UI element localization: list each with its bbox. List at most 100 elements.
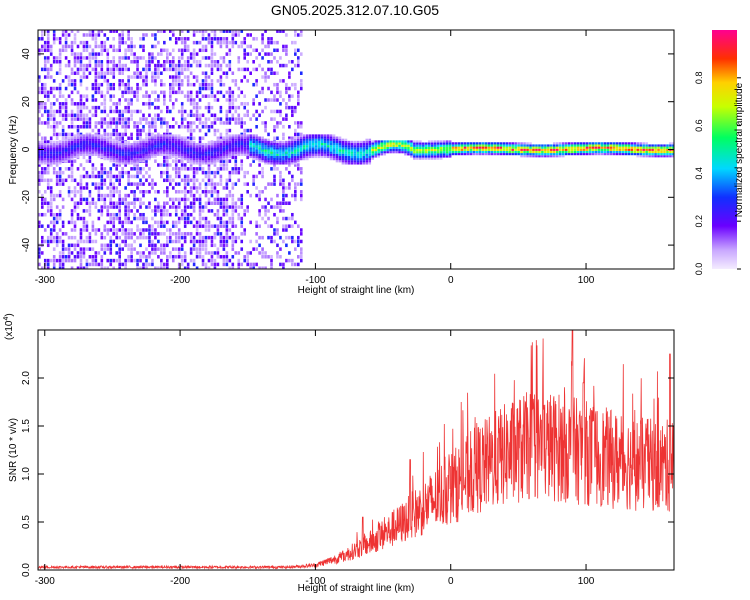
heatmap-cell [100, 109, 104, 114]
heatmap-cell [243, 140, 247, 144]
heatmap-cell [97, 105, 101, 110]
heatmap-cell [79, 258, 83, 263]
heatmap-cell [112, 174, 116, 179]
heatmap-cell [58, 170, 62, 175]
heatmap-cell [219, 224, 223, 228]
heatmap-cell [163, 159, 166, 163]
heatmap-cell [154, 79, 157, 83]
heatmap-cell [38, 75, 41, 79]
heatmap-cell [91, 153, 95, 156]
heatmap-cell [276, 232, 279, 236]
heatmap-cell [58, 153, 62, 156]
heatmap-cell [73, 138, 77, 141]
heatmap-cell [43, 190, 47, 194]
heatmap-cell [231, 117, 235, 121]
heatmap-cell [118, 82, 121, 87]
heatmap-cell [151, 140, 154, 144]
figure-title: GN05.2025.312.07.10.G05 [271, 2, 439, 18]
heatmap-cell [299, 125, 303, 129]
heatmap-cell [231, 232, 235, 236]
heatmap-cell [136, 90, 139, 95]
heatmap-cell [252, 158, 255, 161]
heatmap-cell [493, 150, 497, 154]
heatmap-cell [82, 239, 86, 244]
heatmap-cell [297, 239, 300, 244]
heatmap-cell [279, 121, 282, 125]
heatmap-cell [55, 151, 59, 154]
heatmap-cell [392, 144, 395, 147]
heatmap-cell [294, 138, 297, 141]
heatmap-cell [642, 153, 645, 156]
heatmap-cell [475, 148, 479, 151]
heatmap-cell [294, 145, 297, 148]
heatmap-cell [273, 48, 276, 53]
heatmap-cell [46, 113, 50, 118]
heatmap-cell [40, 102, 44, 106]
heatmap-cell [285, 201, 288, 205]
heatmap-cell [413, 157, 416, 160]
heatmap-cell [121, 147, 124, 150]
heatmap-cell [460, 144, 464, 147]
heatmap-cell [582, 142, 586, 145]
heatmap-cell [174, 224, 178, 228]
heatmap-cell [243, 128, 247, 133]
heatmap-cell [145, 145, 148, 148]
heatmap-cell [151, 182, 154, 186]
heatmap-cell [52, 33, 56, 37]
heatmap-cell [183, 75, 187, 79]
heatmap-cell [100, 209, 104, 213]
heatmap-cell [180, 145, 184, 148]
heatmap-cell [192, 140, 196, 144]
heatmap-cell [148, 121, 151, 125]
heatmap-cell [267, 67, 270, 72]
heatmap-cell [558, 150, 562, 154]
heatmap-cell [198, 220, 202, 225]
heatmap-cell [192, 155, 196, 159]
heatmap-cell [234, 82, 238, 87]
heatmap-cell [556, 146, 559, 149]
heatmap-cell [558, 144, 562, 147]
heatmap-cell [198, 186, 202, 190]
heatmap-cell [61, 266, 65, 269]
heatmap-cell [276, 158, 279, 161]
heatmap-cell [97, 128, 101, 133]
heatmap-cell [270, 98, 273, 102]
heatmap-cell [106, 170, 110, 175]
heatmap-cell [353, 160, 357, 163]
heatmap-cell [261, 247, 264, 251]
heatmap-cell [297, 147, 300, 150]
heatmap-cell [502, 153, 506, 156]
heatmap-cell [219, 67, 223, 72]
heatmap-cell [279, 247, 282, 251]
heatmap-cell [216, 262, 220, 267]
heatmap-cell [642, 148, 645, 151]
heatmap-cell [243, 105, 247, 110]
heatmap-cell [112, 182, 116, 186]
heatmap-cell [609, 142, 613, 145]
heatmap-cell [231, 186, 235, 190]
heatmap-cell [43, 140, 47, 144]
heatmap-cell [142, 174, 145, 179]
heatmap-cell [186, 205, 190, 209]
heatmap-cell [672, 150, 674, 154]
heatmap-cell [76, 117, 80, 121]
heatmap-cell [407, 142, 410, 145]
heatmap-cell [38, 140, 41, 144]
heatmap-cell [180, 63, 184, 68]
heatmap-cell [344, 149, 348, 152]
heatmap-cell [353, 155, 357, 159]
heatmap-cell [174, 37, 178, 41]
heatmap-cell [180, 163, 184, 167]
heatmap-cell [234, 239, 238, 244]
heatmap-cell [183, 201, 187, 205]
heatmap-cell [61, 142, 65, 146]
heatmap-cell [79, 82, 83, 87]
heatmap-cell [279, 30, 282, 33]
heatmap-cell [365, 149, 369, 152]
heatmap-cell [615, 148, 619, 151]
heatmap-cell [133, 205, 136, 209]
heatmap-cell [276, 147, 279, 150]
heatmap-cell [142, 212, 145, 217]
heatmap-cell [177, 142, 181, 146]
heatmap-cell [282, 132, 285, 137]
